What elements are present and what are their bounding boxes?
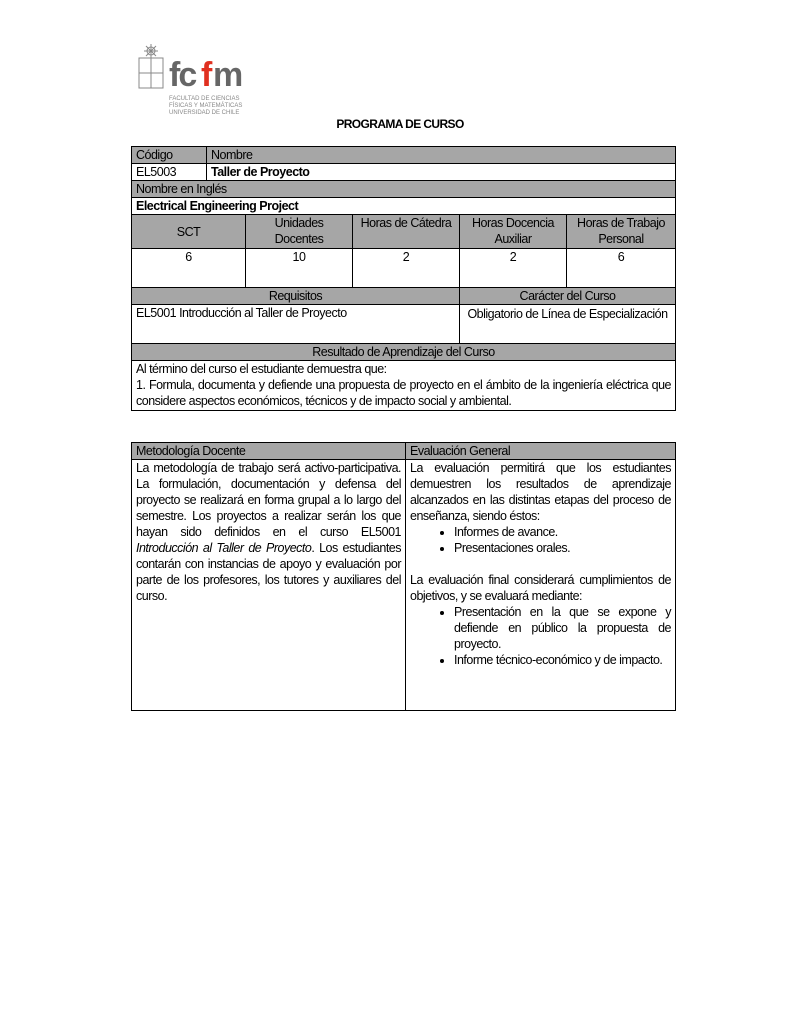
units-value: 10	[245, 248, 353, 288]
svg-text:FACULTAD DE CIENCIAS: FACULTAD DE CIENCIAS	[169, 96, 239, 102]
evaluation-list: Informes de avance. Presentaciones orale…	[410, 524, 671, 556]
outcome-item: 1. Formula, documenta y defiende una pro…	[136, 378, 672, 408]
svg-text:UNIVERSIDAD DE CHILE: UNIVERSIDAD DE CHILE	[169, 110, 239, 116]
course-info-table: Código Nombre EL5003 Taller de Proyecto No…	[131, 146, 676, 411]
requisites: EL5001 Introducción al Taller de Proyect…	[131, 304, 460, 344]
units-header: Horas de Trabajo Personal	[566, 214, 676, 249]
outcome-intro: Al término del curso el estudiante demue…	[136, 362, 387, 376]
list-item: Informe técnico-económico y de impacto.	[454, 652, 671, 668]
list-item: Presentación en la que se expone y defie…	[454, 604, 672, 652]
methodology-text-part: . Los estudiantes contarán con instancia…	[136, 541, 402, 603]
name-label: Nombre	[206, 146, 676, 164]
evaluation-label: Evaluación General	[405, 442, 676, 460]
svg-text:FÍSICAS Y MATEMÁTICAS: FÍSICAS Y MATEMÁTICAS	[169, 102, 242, 109]
units-value: 6	[566, 248, 676, 288]
course-character: Obligatorio de Línea de Especialización	[459, 304, 676, 344]
units-header: Unidades Docentes	[245, 214, 353, 249]
requisites-label: Requisitos	[131, 287, 460, 305]
course-code: EL5003	[131, 163, 207, 181]
units-header: Horas de Cátedra	[352, 214, 460, 249]
units-header: Horas Docencia Auxiliar	[459, 214, 567, 249]
final-evaluation-list: Presentación en la que se expone y defie…	[410, 604, 672, 668]
fcfm-logo: fc f m FACULTAD DE CIENCIAS FÍSICAS Y MA…	[137, 44, 252, 116]
list-item: Presentaciones orales.	[454, 540, 671, 556]
course-name: Taller de Proyecto	[206, 163, 676, 181]
svg-text:f: f	[201, 56, 213, 94]
character-label: Carácter del Curso	[459, 287, 676, 305]
list-item: Informes de avance.	[454, 524, 671, 540]
units-header: SCT	[131, 214, 246, 249]
methodology-label: Metodología Docente	[131, 442, 406, 460]
units-value: 2	[352, 248, 460, 288]
evaluation-intro: La evaluación permitirá que los estudian…	[410, 461, 672, 523]
units-value: 6	[131, 248, 246, 288]
code-label: Código	[131, 146, 207, 164]
svg-text:fc: fc	[169, 56, 196, 94]
methodology-text: La metodología de trabajo será activo-pa…	[131, 459, 406, 711]
methodology-evaluation-table: Metodología Docente Evaluación General La…	[131, 442, 676, 711]
methodology-text-part: La metodología de trabajo será activo-pa…	[136, 461, 402, 539]
page-title: PROGRAMA DE CURSO	[336, 117, 464, 131]
course-reference: Introducción al Taller de Proyecto	[136, 541, 312, 555]
units-value: 2	[459, 248, 567, 288]
evaluation-text: La evaluación permitirá que los estudian…	[405, 459, 676, 711]
english-name: Electrical Engineering Project	[131, 197, 676, 215]
evaluation-final: La evaluación final considerará cumplimi…	[410, 573, 672, 603]
english-name-label: Nombre en Inglés	[131, 180, 676, 198]
svg-text:m: m	[213, 56, 243, 94]
outcome-label: Resultado de Aprendizaje del Curso	[131, 343, 676, 361]
